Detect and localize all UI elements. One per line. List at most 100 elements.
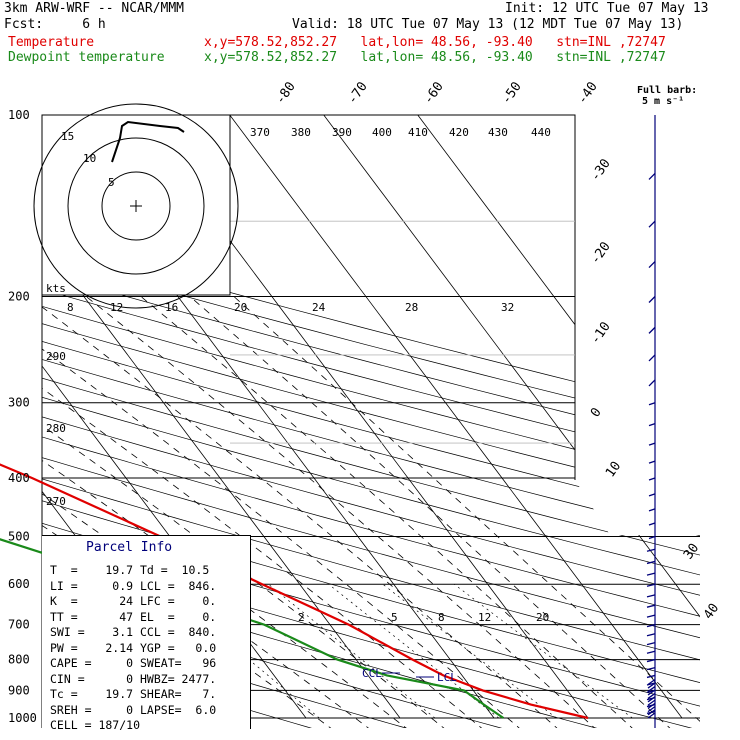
pressure-label-1000: 1000: [8, 711, 37, 725]
mixing-label-8: 8: [67, 301, 74, 314]
pressure-label-900: 900: [8, 683, 30, 697]
theta-label-390: 390: [332, 126, 352, 139]
right-temp-label-1: -20: [588, 239, 614, 267]
parcel-info-row: SWI = 3.1 CCL = 840.: [50, 625, 217, 639]
wind-barb-625: [646, 594, 656, 598]
top-temp-label-3: -50: [499, 79, 525, 107]
hodograph-ring-10: [67, 137, 205, 275]
wind-barb-750: [646, 642, 656, 646]
wind-barb-low-988: [647, 709, 656, 716]
hodograph-units-label: kts: [46, 282, 66, 295]
wind-barb-400: [648, 477, 656, 481]
moist-adiabat-4: [42, 296, 448, 728]
hodograph-ring-label-15: 15: [61, 130, 74, 143]
theta-label-440: 440: [531, 126, 551, 139]
wind-barb-375: [648, 460, 656, 464]
dry-adiabat-430: [42, 127, 700, 728]
hodograph-ring-15: [33, 103, 239, 309]
theta-label-420: 420: [449, 126, 469, 139]
wind-barb-low-976: [647, 706, 656, 713]
wind-barb-300: [648, 402, 656, 406]
mixing-label-12: 12: [110, 301, 123, 314]
dry-adiabat-460: [42, 127, 700, 728]
wind-barb-525: [646, 548, 656, 552]
pressure-label-200: 200: [8, 290, 30, 304]
dry-adiabat-350: [42, 127, 700, 728]
mixing-low-label-5: 5: [391, 611, 398, 624]
top-temperature-labels: -80 -70 -60 -50 -40: [273, 79, 601, 107]
moist-adiabat-32: [233, 296, 700, 728]
ccl-marker-label: CCL: [362, 667, 382, 680]
wind-barb-275: [648, 379, 656, 387]
dry-adiabat-330: [42, 127, 700, 728]
hodograph-ring-5: [101, 171, 171, 241]
parcel-info-title: Parcel Info: [86, 540, 173, 555]
top-temp-label-4: -40: [575, 79, 601, 107]
mixing-label-24: 24: [312, 301, 326, 314]
isotherm-50: [417, 115, 700, 719]
wind-barb-600: [646, 583, 656, 587]
mixing-ratio-line-5: [268, 583, 436, 719]
wind-barb-250: [648, 354, 656, 362]
wind-barb-350: [648, 442, 656, 446]
mixing-low-label-12: 12: [478, 611, 491, 624]
right-temp-label-0: -30: [588, 156, 614, 184]
wind-barb-low-904: [647, 686, 656, 693]
wind-barb-500: [648, 535, 656, 540]
wind-barb-low-928: [647, 692, 656, 699]
temperature-legend-label: Temperature: [8, 35, 95, 50]
wind-barb-425: [648, 493, 656, 497]
wind-barb-550: [646, 560, 656, 565]
wind-barb-low-880: [647, 678, 656, 686]
dewpoint-profile: [0, 538, 505, 719]
wind-barb-725: [646, 633, 656, 637]
pressure-label-300: 300: [8, 396, 30, 410]
wind-barb-low-1000: [647, 712, 656, 719]
mixing-low-label-8: 8: [438, 611, 445, 624]
dry-adiabat-420: [42, 127, 700, 728]
top-temp-label-0: -80: [273, 79, 299, 107]
forecast-hour: Fcst: 6 h: [4, 17, 106, 32]
theta-left-label-290: 290: [46, 350, 66, 363]
right-temp-label-5: 30: [681, 541, 702, 562]
hodograph-ring-label-5: 5: [108, 176, 115, 189]
theta-label-410: 410: [408, 126, 428, 139]
dry-adiabat-340: [42, 127, 700, 728]
theta-left-labels: 290 280 270: [46, 350, 66, 508]
dry-adiabat-440: [42, 127, 700, 728]
wind-barb-825: [646, 666, 656, 671]
pressure-label-100: 100: [8, 108, 30, 122]
wind-barb-850: [646, 674, 656, 679]
wind-barb-650: [646, 604, 656, 608]
theta-left-label-270: 270: [46, 495, 66, 508]
dry-adiabat-280: [42, 127, 512, 728]
wind-barb-low-952: [647, 699, 656, 706]
model-title: 3km ARW-WRF -- NCAR/MMM: [4, 1, 185, 16]
wind-barb-225: [648, 326, 656, 334]
theta-left-label-280: 280: [46, 422, 66, 435]
mixing-label-28: 28: [405, 301, 418, 314]
mixing-label-32: 32: [501, 301, 514, 314]
top-temp-label-1: -70: [345, 79, 371, 107]
parcel-info-row: TT = 47 EL = 0.: [50, 609, 217, 624]
parcel-info-row: SREH = 0 LAPSE= 6.0: [50, 702, 217, 717]
parcel-info-box: [42, 535, 251, 729]
right-temp-label-6: 40: [701, 601, 722, 622]
parcel-info-row: CAPE = 0 SWEAT= 96: [50, 656, 217, 670]
isotherm-40: [323, 115, 700, 719]
moist-adiabat-12: [42, 296, 523, 728]
wind-barb-700: [646, 623, 656, 628]
right-temp-label-4: 10: [603, 459, 624, 480]
dry-adiabat-450: [42, 127, 700, 728]
wind-barbs: [646, 172, 656, 719]
theta-label-380: 380: [291, 126, 311, 139]
hodograph-trace: [111, 120, 185, 163]
wind-barb-125: [648, 172, 656, 180]
moist-adiabat-28: [189, 296, 674, 728]
dry-adiabat-320: [42, 127, 700, 728]
moist-adiabat-20: [85, 296, 598, 728]
dry-adiabat-370: [42, 127, 700, 728]
wind-barb-200: [648, 296, 656, 303]
parcel-info-row: K = 24 LFC = 0.: [50, 594, 217, 608]
wind-barb-475: [648, 522, 656, 526]
